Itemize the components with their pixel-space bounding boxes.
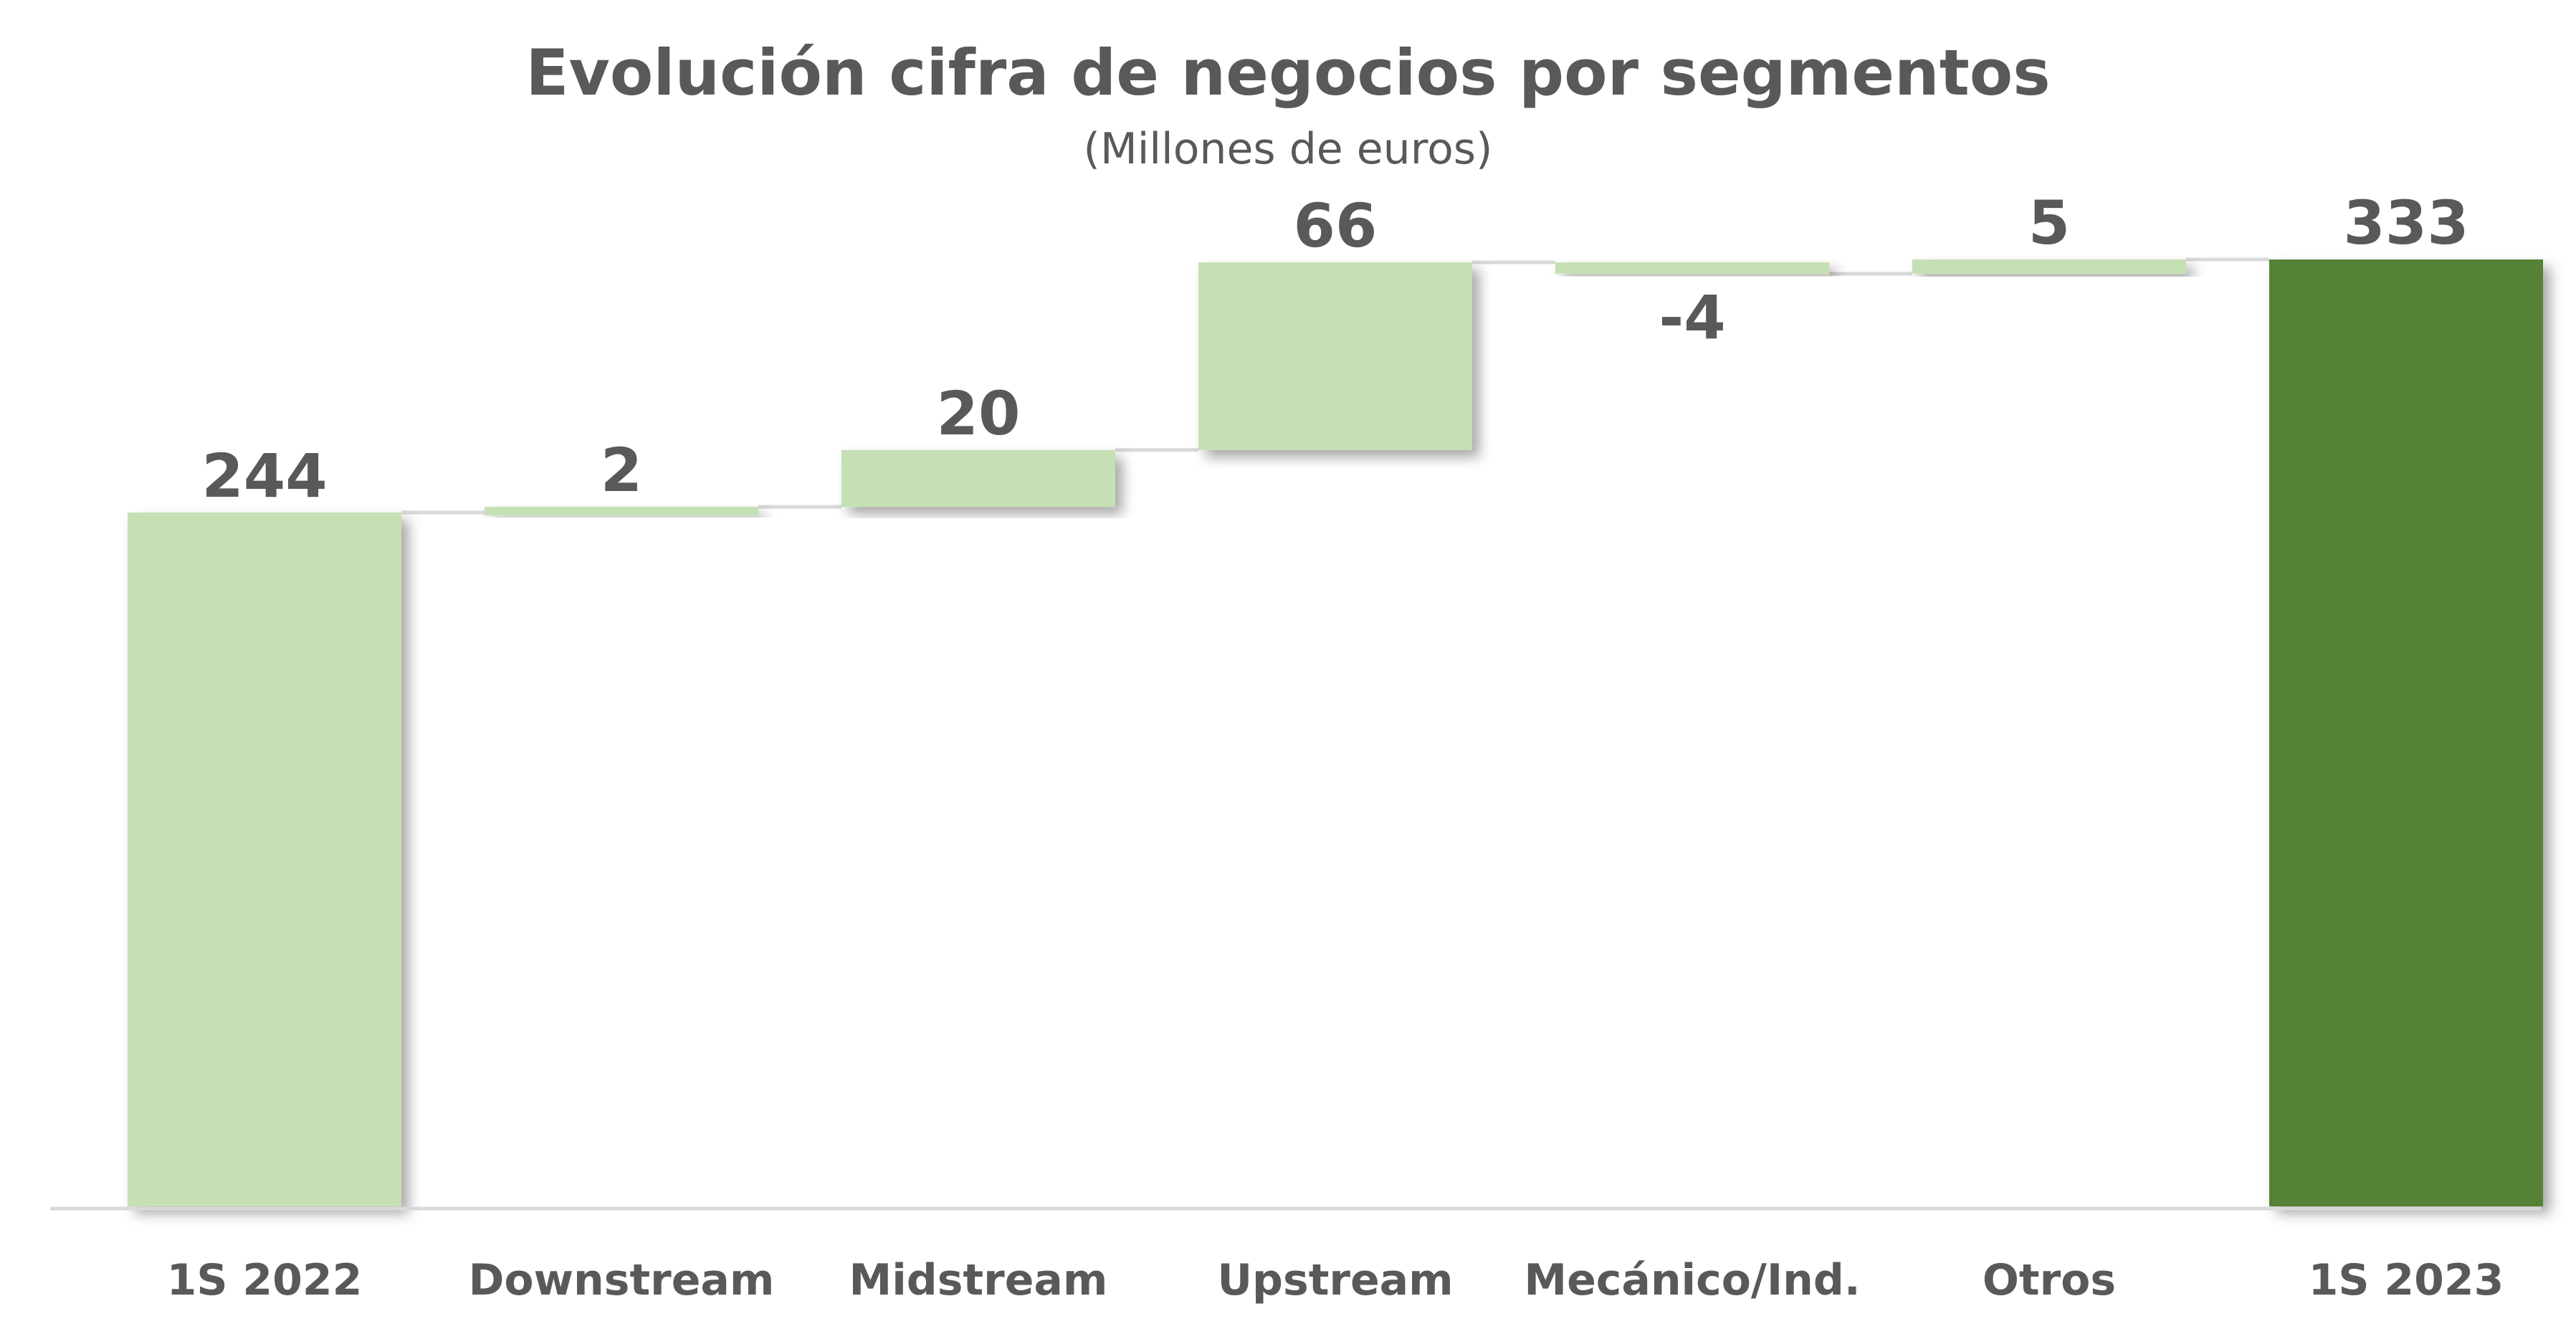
- bar-otros: [1912, 259, 2186, 274]
- bar-upstream: [1198, 262, 1472, 450]
- tick-label-otros: Otros: [1983, 1255, 2116, 1305]
- tick-label-upstream: Upstream: [1217, 1255, 1453, 1305]
- tick-label-downstream: Downstream: [469, 1255, 775, 1305]
- data-label-midstream: 20: [937, 378, 1021, 449]
- bar-1s-2022: [128, 513, 401, 1206]
- data-label-otros: 5: [2028, 188, 2070, 258]
- chart-subtitle: (Millones de euros): [1084, 124, 1493, 174]
- bar-midstream: [841, 449, 1115, 508]
- bars: [128, 259, 2543, 1206]
- data-labels: 244 2 20 66 -4 5 333: [201, 188, 2468, 511]
- tick-label-1s-2022: 1S 2022: [167, 1255, 363, 1305]
- bar-mecanico-ind: [1555, 262, 1829, 274]
- data-label-1s-2022: 244: [201, 441, 327, 511]
- bar-downstream: [485, 507, 758, 516]
- connector-lines: [401, 257, 2269, 515]
- data-label-mecanico-ind: -4: [1659, 282, 1725, 353]
- x-axis-tick-labels: 1S 2022 Downstream Midstream Upstream Mecáni…: [167, 1255, 2504, 1305]
- tick-label-mecanico-ind: Mecánico/Ind.: [1524, 1255, 1860, 1305]
- bar-1s-2023: [2269, 259, 2543, 1206]
- data-label-1s-2023: 333: [2343, 188, 2468, 258]
- data-label-upstream: 66: [1294, 191, 1378, 261]
- data-label-downstream: 2: [601, 435, 642, 505]
- tick-label-midstream: Midstream: [849, 1255, 1108, 1305]
- chart-title: Evolución cifra de negocios por segmento…: [525, 36, 2050, 110]
- tick-label-1s-2023: 1S 2023: [2309, 1255, 2504, 1305]
